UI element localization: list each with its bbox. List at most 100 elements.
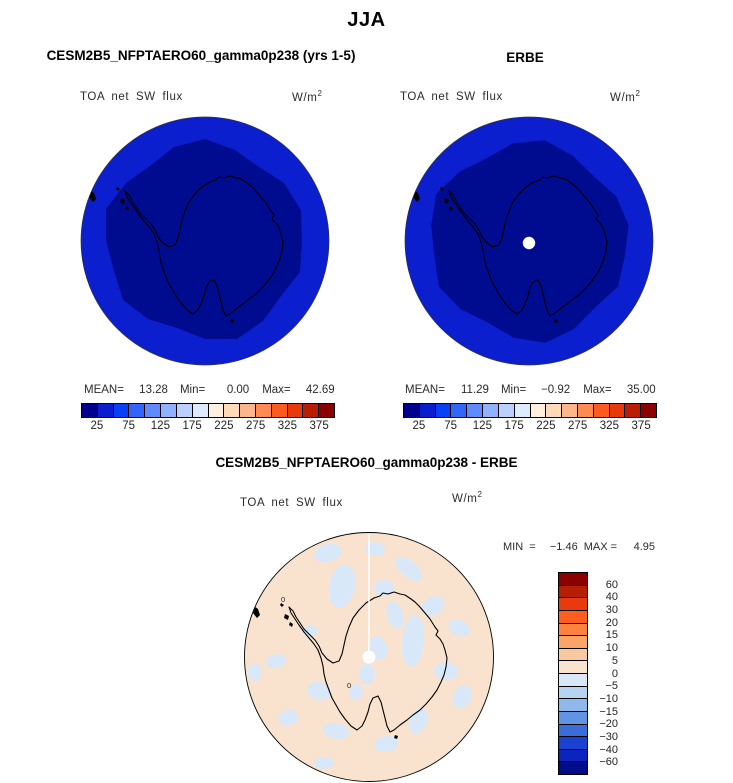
colorbar-segment (404, 404, 420, 417)
model-field-label: TOA net SW flux (80, 91, 183, 103)
colorbar-tick-label: 75 (122, 420, 136, 432)
diff-units-label: W/m2 (452, 490, 483, 505)
colorbar-tick-label: 10 (605, 642, 618, 655)
colorbar-tick-label: 375 (309, 420, 329, 432)
colorbar-segment (559, 749, 587, 763)
colorbar-tick-label: 325 (599, 420, 619, 432)
colorbar-tick-label: 20 (605, 616, 618, 629)
colorbar-segment (559, 674, 587, 687)
erbe-colorbar (403, 403, 657, 418)
season-title: JJA (347, 9, 386, 31)
colorbar-segment (559, 610, 587, 624)
colorbar-tick-label: 375 (631, 420, 651, 432)
colorbar-segment (559, 661, 587, 674)
colorbar-tick-label: 275 (568, 420, 588, 432)
colorbar-segment (559, 585, 587, 599)
colorbar-tick-label: −60 (599, 756, 618, 769)
colorbar-segment (224, 404, 241, 417)
diff-colorbar (558, 572, 588, 775)
colorbar-tick-label: −5 (605, 680, 618, 693)
colorbar-segment (559, 711, 587, 725)
erbe-panel-title: ERBE (506, 50, 544, 65)
colorbar-tick-label: −40 (599, 743, 618, 756)
colorbar-segment (559, 686, 587, 700)
erbe-map (404, 116, 654, 366)
diff-map: 0 0 (244, 532, 494, 782)
colorbar-segment (192, 404, 209, 417)
mean-value: 13.28 (139, 384, 168, 396)
colorbar-segment (498, 404, 515, 417)
colorbar-segment (303, 404, 320, 417)
diff-stats: MIN = −1.46 MAX = 4.95 (503, 541, 655, 553)
colorbar-segment (287, 404, 304, 417)
colorbar-segment (271, 404, 288, 417)
colorbar-segment (625, 404, 642, 417)
max-label: Max= (583, 384, 612, 396)
colorbar-segment (82, 404, 98, 417)
colorbar-tick-label: 175 (504, 420, 524, 432)
colorbar-segment (593, 404, 610, 417)
colorbar-tick-label: 275 (246, 420, 266, 432)
mean-value: 11.29 (461, 384, 489, 396)
colorbar-segment (562, 404, 578, 417)
max-value: 4.95 (633, 541, 656, 553)
colorbar-segment (559, 636, 587, 649)
colorbar-tick-label: 5 (611, 654, 618, 667)
min-label: Min= (500, 384, 527, 396)
colorbar-tick-label: 175 (182, 420, 202, 432)
colorbar-tick-label: 15 (605, 629, 618, 642)
erbe-field-label: TOA net SW flux (400, 91, 503, 103)
diff-units-exp: 2 (477, 490, 483, 499)
zero-contour-label: 0 (347, 681, 351, 690)
colorbar-segment (559, 573, 587, 586)
model-stats: MEAN= 13.28 Min= 0.00 Max= 42.69 (84, 384, 335, 396)
colorbar-tick-label: 225 (214, 420, 234, 432)
max-value: 35.00 (626, 384, 656, 396)
colorbar-segment (419, 404, 436, 417)
max-label: Max= (262, 384, 291, 396)
colorbar-segment (255, 404, 272, 417)
colorbar-segment (559, 762, 587, 774)
max-value: 42.69 (305, 384, 335, 396)
colorbar-segment (514, 404, 531, 417)
colorbar-segment (451, 404, 468, 417)
pole-hole (362, 650, 376, 664)
model-units-exp: 2 (317, 89, 323, 98)
erbe-stats: MEAN= 11.29 Min= −0.92 Max= 35.00 (405, 384, 656, 396)
colorbar-tick-label: 60 (605, 578, 618, 591)
colorbar-segment (97, 404, 114, 417)
colorbar-tick-label: 25 (412, 420, 426, 432)
diff-units-base: W/m (452, 492, 478, 505)
diff-panel-title: CESM2B5_NFPTAERO60_gamma0p238 - ERBE (215, 455, 518, 470)
colorbar-segment (129, 404, 146, 417)
erbe-units-label: W/m2 (610, 89, 641, 104)
colorbar-tick-label: 125 (472, 420, 492, 432)
colorbar-tick-label: 0 (611, 667, 618, 680)
pole-hole (522, 236, 536, 250)
model-map (80, 116, 330, 366)
colorbar-segment (559, 699, 587, 712)
max-label: MAX = (583, 541, 618, 553)
colorbar-tick-label: −10 (599, 692, 618, 705)
colorbar-segment (113, 404, 130, 417)
colorbar-segment (208, 404, 225, 417)
colorbar-segment (467, 404, 484, 417)
erbe-units-base: W/m (610, 91, 636, 104)
colorbar-tick-label: 40 (605, 591, 618, 604)
model-units-label: W/m2 (292, 89, 323, 104)
colorbar-segment (483, 404, 499, 417)
min-label: Min= (179, 384, 206, 396)
colorbar-segment (435, 404, 452, 417)
model-panel-title: CESM2B5_NFPTAERO60_gamma0p238 (yrs 1-5) (46, 48, 356, 63)
model-colorbar-ticks: 25 75 125 175 225 275 325 375 (81, 420, 335, 433)
diff-field-label: TOA net SW flux (240, 497, 343, 509)
min-value: 0.00 (226, 384, 250, 396)
colorbar-segment (240, 404, 256, 417)
min-value: −0.92 (541, 384, 571, 396)
colorbar-segment (546, 404, 563, 417)
erbe-units-exp: 2 (635, 89, 641, 98)
colorbar-segment (641, 404, 656, 417)
erbe-colorbar-ticks: 25 75 125 175 225 275 325 375 (403, 420, 657, 433)
model-colorbar (81, 403, 335, 418)
